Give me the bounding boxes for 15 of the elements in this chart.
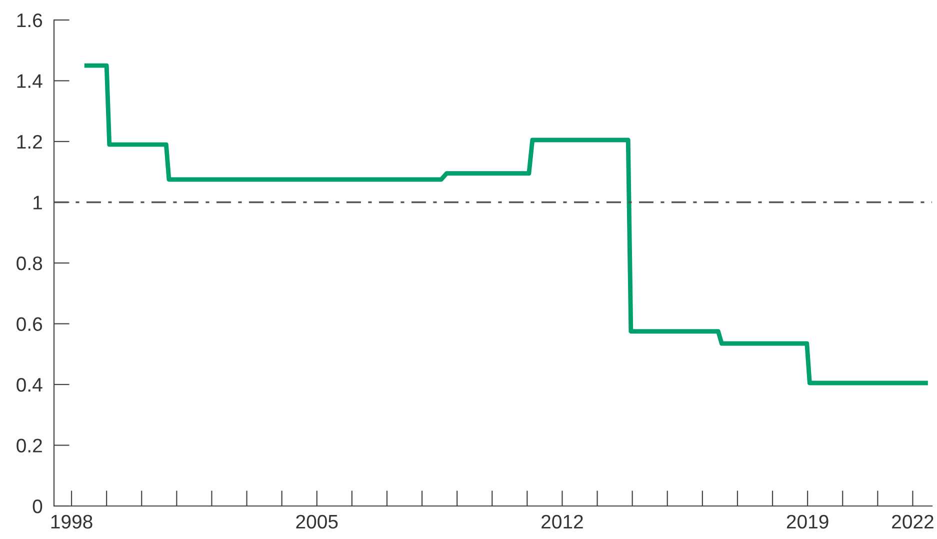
x-tick-label: 1998 <box>51 514 92 529</box>
x-tick-label: 2022 <box>892 514 934 529</box>
x-tick-label: 2012 <box>542 514 583 529</box>
x-tick-label: 2005 <box>296 514 338 529</box>
y-tick-label: 0.4 <box>16 378 42 392</box>
y-tick-label: 0.2 <box>16 438 42 452</box>
y-tick-label: 1.2 <box>17 134 42 149</box>
line-series <box>84 63 928 386</box>
y-tick-label: 0.8 <box>16 256 42 270</box>
y-tick-label: 1.4 <box>17 74 42 88</box>
y-tick-label: 1 <box>34 196 42 210</box>
x-tick-label: 2019 <box>786 514 828 529</box>
y-tick-label: 0 <box>32 499 42 514</box>
y-tick-label: 0.6 <box>16 317 42 331</box>
y-tick-label: 1.6 <box>17 13 42 28</box>
